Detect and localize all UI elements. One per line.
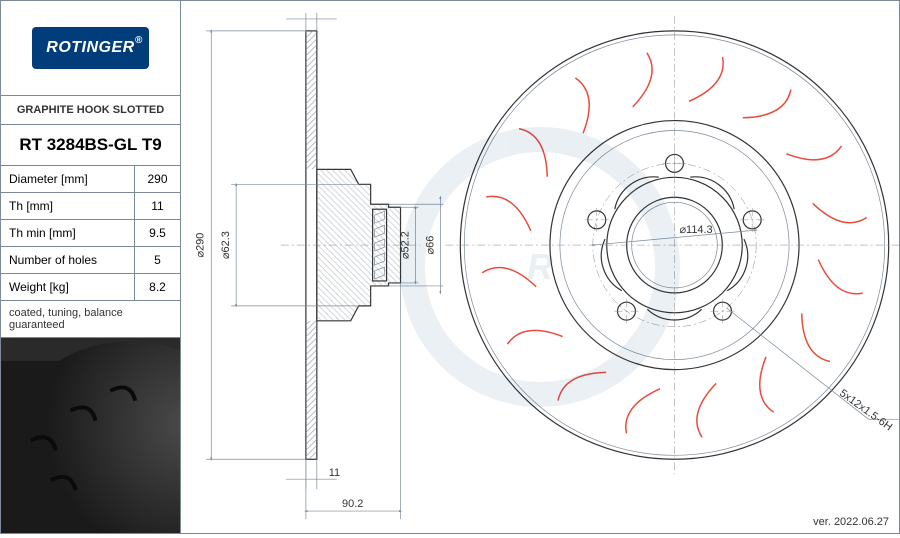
logo-box: ROTINGER® [1,1,180,96]
svg-text:⌀66: ⌀66 [424,236,436,255]
logo-reg: ® [135,35,143,46]
version-label: ver. 2022.06.27 [813,516,889,528]
brand-logo: ROTINGER® [32,27,148,69]
spec-row: Weight [kg]8.2 [1,274,180,301]
svg-text:90.2: 90.2 [342,498,363,510]
technical-drawing: R ⌀290⌀62.3⌀52.2⌀66119 [181,1,899,533]
svg-text:5x12x1.5-6H: 5x12x1.5-6H [837,387,894,433]
spec-row: Th min [mm]9.5 [1,220,180,247]
spec-row: Diameter [mm]290 [1,166,180,193]
svg-text:⌀52.2: ⌀52.2 [399,231,411,259]
spec-panel: ROTINGER® GRAPHITE HOOK SLOTTED RT 3284B… [1,1,181,533]
logo-text: ROTINGER [46,39,134,56]
product-subtitle: GRAPHITE HOOK SLOTTED [1,96,180,125]
product-notes: coated, tuning, balance guaranteed [1,301,180,338]
specs-table: Diameter [mm]290 Th [mm]11 Th min [mm]9.… [1,166,180,301]
part-number: RT 3284BS-GL T9 [1,125,180,166]
svg-text:11: 11 [329,467,340,479]
svg-text:⌀290: ⌀290 [194,233,206,258]
product-photo [1,338,180,533]
spec-row: Th [mm]11 [1,193,180,220]
spec-row: Number of holes5 [1,247,180,274]
svg-text:⌀62.3: ⌀62.3 [220,231,232,259]
svg-text:⌀114.3: ⌀114.3 [679,224,712,236]
